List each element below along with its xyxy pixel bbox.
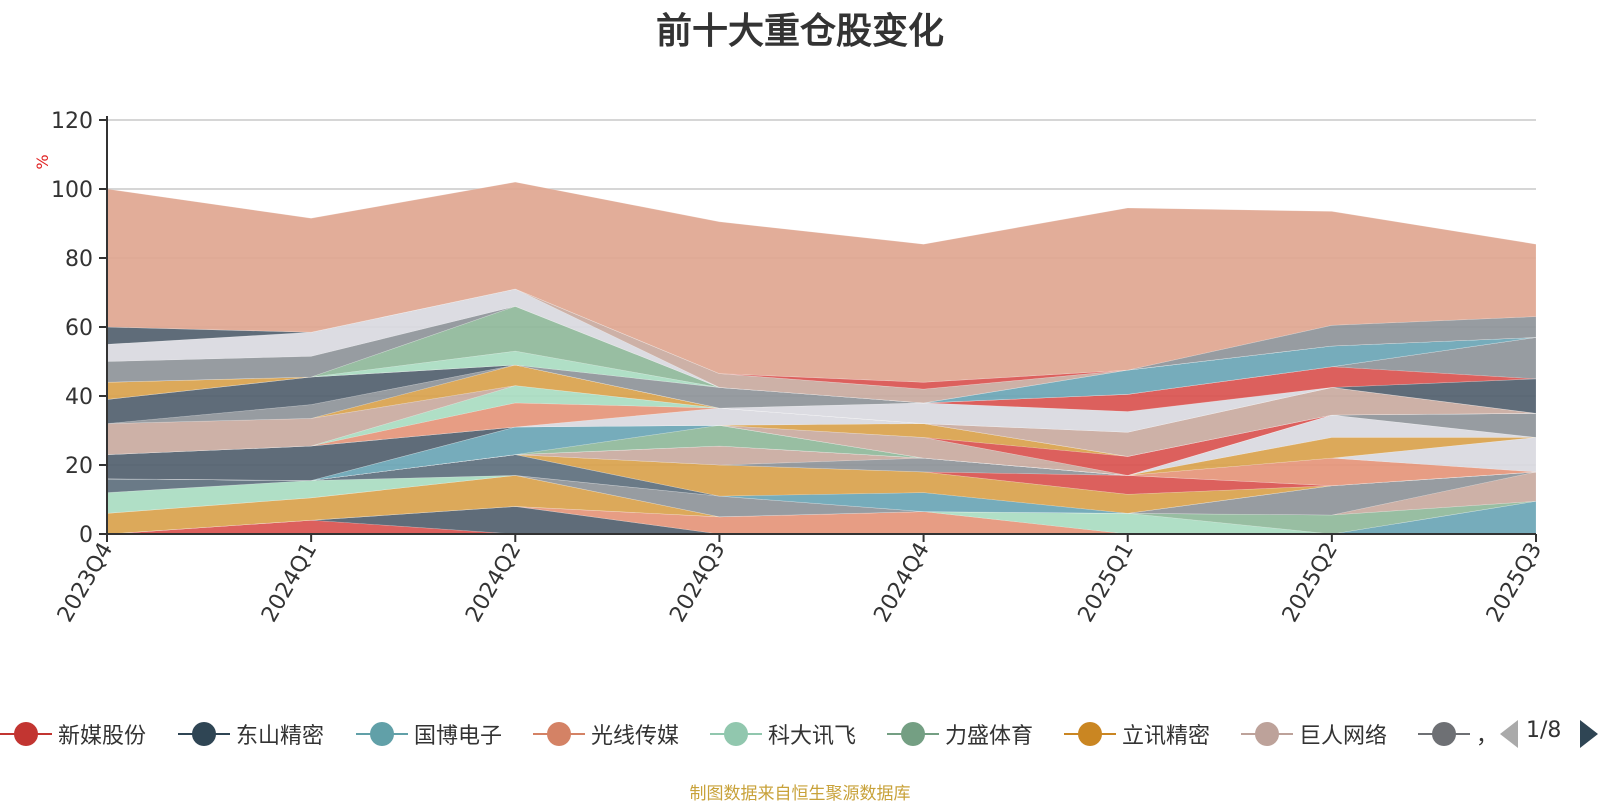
legend: 新媒股份 东山精密 国博电子 光线传媒 科大讯飞 力盛体育 立讯精密 巨人网络 ， 1/8 xyxy=(0,716,1600,752)
area-series-3[interactable] xyxy=(106,500,1537,535)
y-tick-label: 0 xyxy=(79,523,93,548)
legend-marker-icon xyxy=(356,720,408,748)
legend-item[interactable]: 新媒股份 xyxy=(0,716,146,752)
legend-marker-icon xyxy=(1241,720,1293,748)
area-series-43[interactable] xyxy=(106,288,1537,404)
stacked-areas xyxy=(106,181,1537,535)
legend-prev-page-arrow-icon[interactable] xyxy=(1500,720,1518,748)
legend-item[interactable]: 光线传媒 xyxy=(533,716,679,752)
area-series-34[interactable] xyxy=(106,364,1537,433)
area-series-42[interactable] xyxy=(106,305,1537,404)
x-tick-label: 2024Q4 xyxy=(869,539,934,627)
y-tick-label: 60 xyxy=(65,316,93,341)
legend-marker-icon xyxy=(178,720,230,748)
y-tick-label: 100 xyxy=(51,178,93,203)
x-tick-label: 2025Q3 xyxy=(1482,539,1547,627)
legend-item[interactable]: 力盛体育 xyxy=(887,716,1033,752)
legend-marker-icon xyxy=(1418,720,1470,748)
legend-item[interactable]: 东山精密 xyxy=(178,716,324,752)
x-tick-label: 2024Q2 xyxy=(461,539,526,627)
legend-marker-icon xyxy=(1064,720,1116,748)
x-tick-label: 2024Q3 xyxy=(665,539,730,627)
area-series-37[interactable] xyxy=(106,337,1537,409)
y-tick-label: 40 xyxy=(65,385,93,410)
y-tick-label: 80 xyxy=(65,247,93,272)
legend-item[interactable]: 科大讯飞 xyxy=(710,716,856,752)
x-tick-label: 2023Q4 xyxy=(53,539,118,627)
legend-label: ， xyxy=(1476,724,1499,749)
legend-label: 光线传媒 xyxy=(591,724,680,749)
legend-label: 新媒股份 xyxy=(58,724,147,749)
area-series-8[interactable] xyxy=(106,471,1537,518)
x-tick-label: 2025Q1 xyxy=(1074,539,1139,627)
chart-plot: 0 20 40 60 80 100 120% 2023Q4 2024Q1 2024Q2 2024Q3… xyxy=(33,109,1547,627)
legend-label: 国博电子 xyxy=(414,724,503,749)
area-series-48[interactable] xyxy=(106,181,1537,383)
legend-marker-icon xyxy=(0,720,52,748)
x-tick-label: 2025Q2 xyxy=(1278,539,1343,627)
legend-item[interactable]: 巨人网络 xyxy=(1241,716,1387,752)
y-tick-label: 20 xyxy=(65,454,93,479)
legend-page-indicator: 1/8 xyxy=(1526,718,1562,743)
x-tick-label: 2024Q1 xyxy=(257,539,322,627)
legend-label: 巨人网络 xyxy=(1299,724,1388,749)
legend-marker-icon xyxy=(710,720,762,748)
data-source-note: 制图数据来自恒生聚源数据库 xyxy=(689,784,911,804)
legend-label: 科大讯飞 xyxy=(768,724,857,749)
legend-item[interactable]: 国博电子 xyxy=(356,716,502,752)
legend-next-page-arrow-icon[interactable] xyxy=(1580,720,1598,748)
chart-title: 前十大重仓股变化 xyxy=(655,11,944,52)
legend-label: 东山精密 xyxy=(236,724,325,749)
legend-item[interactable]: ， xyxy=(1418,716,1498,752)
legend-item[interactable]: 立讯精密 xyxy=(1064,716,1210,752)
legend-marker-icon xyxy=(533,720,585,748)
y-axis-unit-label: % xyxy=(33,154,52,169)
legend-label: 力盛体育 xyxy=(945,724,1034,749)
y-tick-label: 120 xyxy=(51,109,93,134)
legend-marker-icon xyxy=(887,720,939,748)
legend-label: 立讯精密 xyxy=(1122,724,1211,749)
area-series-31[interactable] xyxy=(106,385,1537,457)
